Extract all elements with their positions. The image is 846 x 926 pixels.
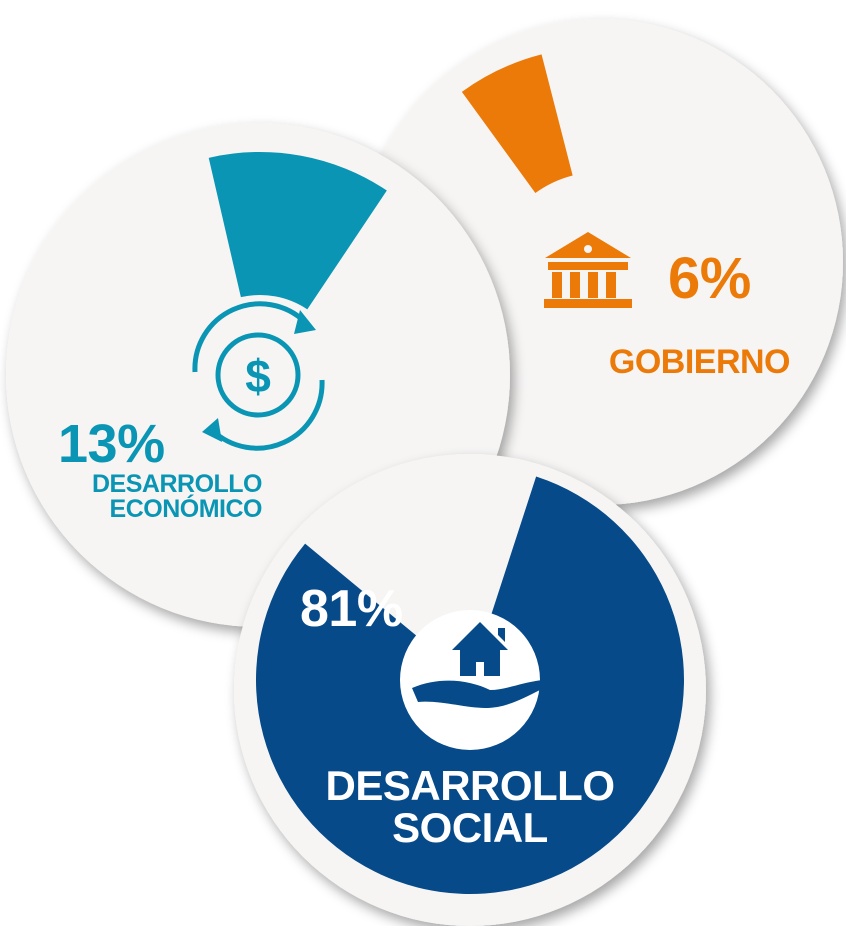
bank-icon bbox=[544, 232, 632, 308]
category-label: DESARROLLO SOCIAL bbox=[325, 762, 616, 851]
hand-icon bbox=[412, 680, 546, 708]
dollar-icon: $ bbox=[245, 350, 271, 402]
house-icon bbox=[452, 622, 508, 676]
cycle-arrow bbox=[210, 379, 325, 451]
arrow-head bbox=[202, 310, 316, 442]
wedge bbox=[208, 152, 387, 310]
inner-disc bbox=[400, 610, 540, 750]
category-label: DESARROLLO ECONÓMICO bbox=[92, 470, 263, 523]
coin-icon bbox=[215, 332, 301, 418]
value-label: 6% bbox=[668, 246, 751, 311]
bank-dot bbox=[584, 245, 592, 253]
value-label: 81% bbox=[300, 580, 403, 638]
value-label: 13% bbox=[58, 414, 165, 474]
circle-group bbox=[234, 454, 706, 926]
cycle-arrow bbox=[192, 301, 307, 373]
wedge bbox=[461, 54, 573, 194]
category-label: GOBIERNO bbox=[608, 343, 791, 381]
